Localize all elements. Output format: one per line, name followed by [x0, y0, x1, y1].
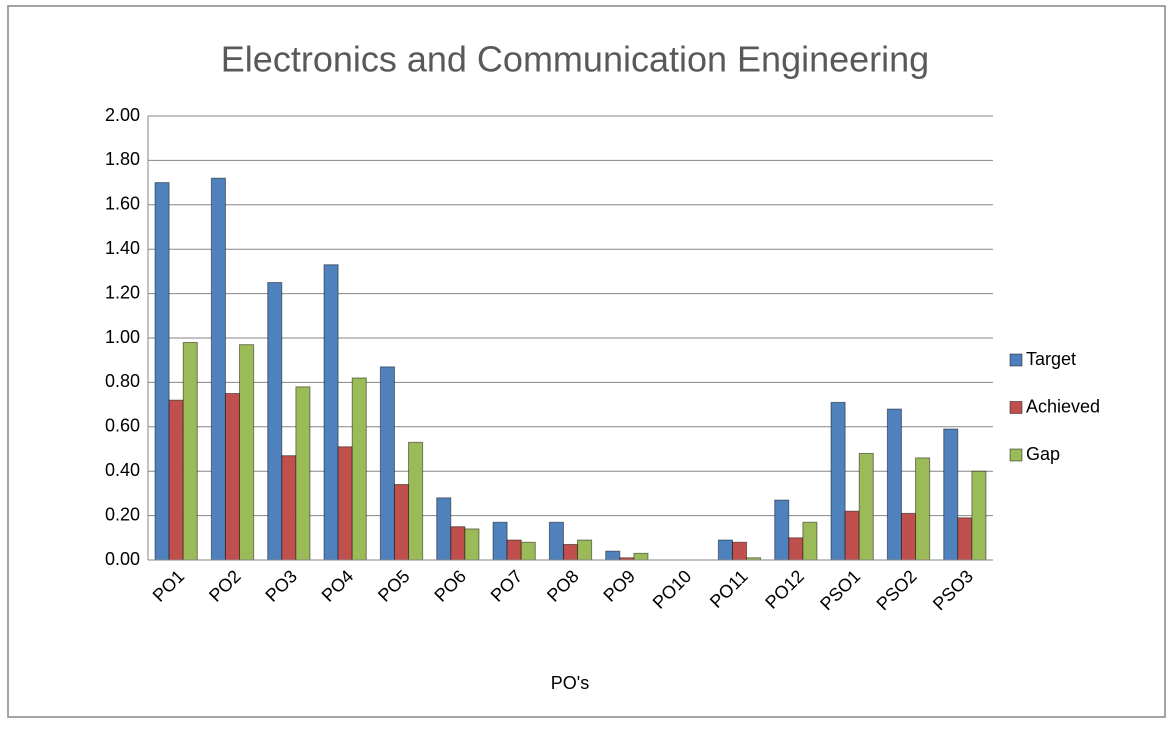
bar [844, 510, 860, 561]
y-tick-label: 2.00 [105, 105, 140, 125]
bar [915, 457, 931, 561]
bar [788, 537, 804, 561]
bar [450, 526, 466, 561]
bar [182, 341, 198, 561]
x-axis-title: PO's [551, 673, 589, 693]
bar [971, 470, 987, 561]
bar [562, 543, 579, 561]
bar [548, 521, 564, 561]
chart-title: Electronics and Communication Engineerin… [221, 39, 929, 80]
bar [295, 386, 311, 561]
bar [210, 177, 226, 561]
bar [492, 521, 508, 561]
bar [281, 455, 297, 561]
legend-swatch [1009, 401, 1023, 414]
y-tick-label: 0.00 [105, 549, 140, 569]
bar [605, 550, 621, 561]
chart-border [7, 5, 1166, 718]
y-tick-label: 1.40 [105, 238, 140, 258]
y-tick-label: 0.20 [105, 504, 140, 524]
bar [408, 441, 424, 561]
legend-swatch [1009, 353, 1023, 367]
bar [731, 541, 748, 561]
legend-label: Gap [1026, 444, 1060, 464]
bar [957, 517, 973, 561]
bar [577, 539, 593, 561]
y-tick-label: 0.60 [105, 416, 140, 436]
bar [943, 428, 959, 561]
bar [393, 484, 410, 561]
bar [633, 552, 649, 561]
legend-swatch [1009, 448, 1023, 462]
bar [224, 393, 241, 561]
legend-label: Target [1026, 349, 1076, 369]
bar [154, 182, 170, 561]
y-tick-label: 0.80 [105, 371, 140, 391]
bar [830, 401, 846, 561]
bar [774, 499, 790, 561]
y-tick-label: 1.60 [105, 194, 140, 214]
bar [717, 539, 733, 561]
bar [886, 408, 902, 561]
y-tick-label: 1.80 [105, 149, 140, 169]
bar [520, 541, 536, 561]
bar [267, 282, 283, 561]
bar [239, 344, 255, 561]
bar [323, 264, 339, 561]
bar [464, 528, 480, 561]
bar [858, 452, 874, 561]
bar [337, 446, 353, 561]
bar [802, 521, 818, 561]
y-tick-label: 1.20 [105, 282, 140, 302]
bar [900, 512, 917, 561]
bar [351, 377, 367, 561]
legend-label: Achieved [1026, 396, 1100, 416]
y-tick-label: 0.40 [105, 460, 140, 480]
bar [506, 539, 522, 561]
bar [379, 366, 395, 561]
y-tick-label: 1.00 [105, 327, 140, 347]
bar [168, 399, 184, 561]
bar [436, 497, 452, 561]
